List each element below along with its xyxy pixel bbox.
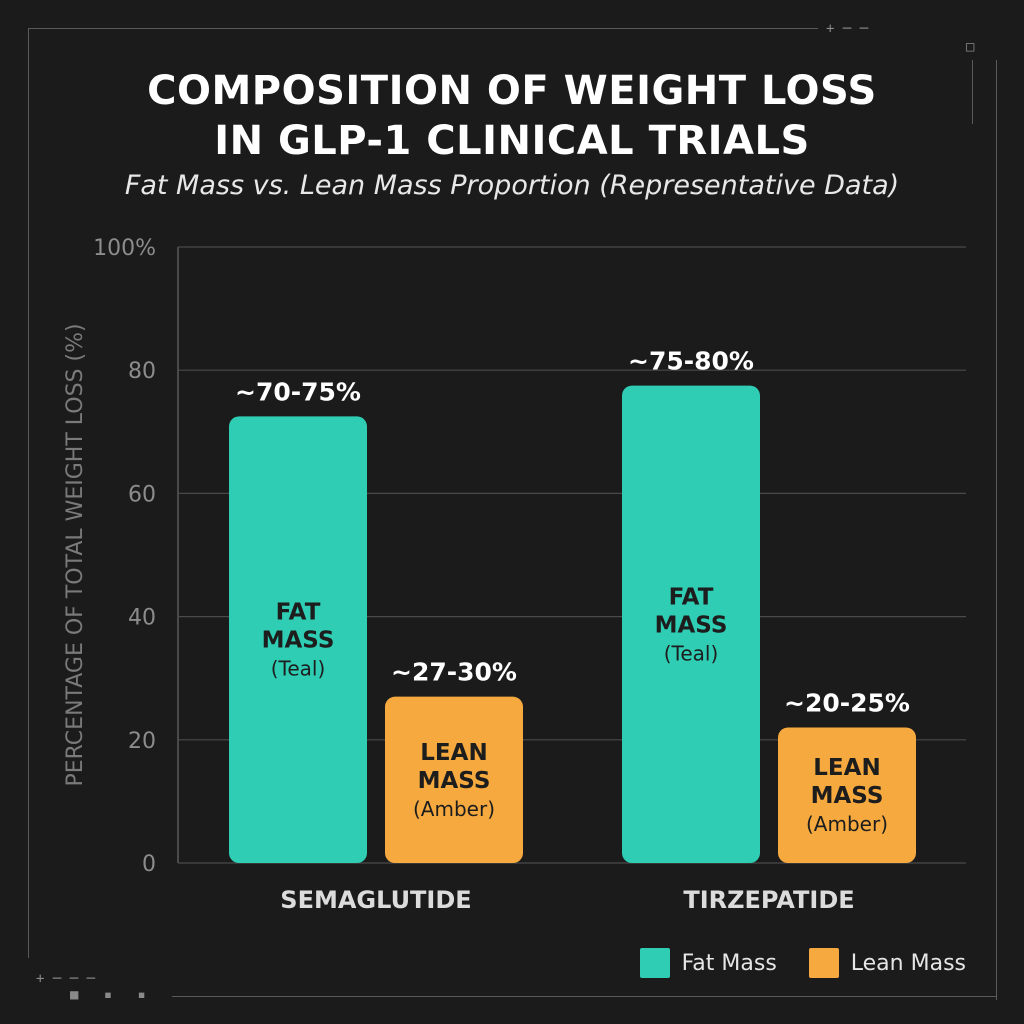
bar-lean-mass-tirzepatide [778, 727, 916, 863]
corner-mark-top-square: □ [966, 39, 975, 55]
bar-inner-label-fat-mass-semaglutide-0: FAT [276, 600, 321, 626]
data-label-fat-mass-tirzepatide: ~75-80% [628, 347, 754, 376]
bar-inner-label-fat-mass-tirzepatide-0: FAT [669, 584, 714, 610]
chart-title: COMPOSITION OF WEIGHT LOSS IN GLP-1 CLIN… [0, 66, 1024, 166]
chart-title-line-1: COMPOSITION OF WEIGHT LOSS [147, 68, 877, 114]
bar-fat-mass-semaglutide [229, 416, 367, 863]
x-tick-label-semaglutide: SEMAGLUTIDE [280, 886, 471, 914]
data-label-lean-mass-tirzepatide: ~20-25% [784, 688, 910, 717]
bar-inner-label-lean-mass-tirzepatide-2: (Amber) [806, 812, 888, 836]
legend-label-lean-mass: Lean Mass [850, 950, 966, 976]
chart-title-line-2: IN GLP-1 CLINICAL TRIALS [214, 118, 810, 164]
x-tick-label-tirzepatide: TIRZEPATIDE [683, 886, 854, 914]
frame-right-line [996, 60, 997, 1000]
corner-mark-bottom-left: + ─ ─ ─ [36, 971, 96, 987]
y-axis-label: PERCENTAGE OF TOTAL WEIGHT LOSS (%) [63, 323, 88, 786]
bar-fat-mass-tirzepatide [622, 385, 760, 863]
legend-label-fat-mass: Fat Mass [681, 950, 777, 976]
legend-swatch-fat-mass [639, 948, 670, 978]
bar-inner-label-fat-mass-semaglutide-1: MASS [262, 628, 335, 654]
legend-item-fat-mass: Fat Mass [639, 948, 777, 978]
frame-accent-line [972, 60, 973, 124]
corner-mark-top-right: + ─ ─ [826, 21, 869, 37]
y-tick-label-60: 60 [128, 482, 156, 507]
bar-inner-label-lean-mass-semaglutide-2: (Amber) [413, 797, 495, 821]
bar-inner-label-fat-mass-semaglutide-2: (Teal) [271, 657, 326, 681]
bar-inner-label-fat-mass-tirzepatide-1: MASS [655, 612, 728, 638]
bar-lean-mass-semaglutide [385, 696, 523, 863]
frame-left-line [28, 28, 29, 958]
y-tick-label-20: 20 [128, 729, 156, 754]
y-tick-label-80: 80 [128, 359, 156, 384]
data-label-lean-mass-semaglutide: ~27-30% [391, 658, 517, 687]
legend-item-lean-mass: Lean Mass [808, 948, 966, 978]
corner-mark-dots: ■ ▪ ▪ [70, 987, 146, 1003]
y-tick-label-100: 100% [93, 236, 156, 261]
bar-inner-label-lean-mass-semaglutide-0: LEAN [420, 740, 487, 766]
legend: Fat Mass Lean Mass [618, 948, 966, 978]
frame-bottom-line [172, 996, 996, 997]
bar-inner-label-lean-mass-tirzepatide-1: MASS [811, 783, 884, 809]
bar-inner-label-lean-mass-semaglutide-1: MASS [418, 768, 491, 794]
y-tick-label-40: 40 [128, 606, 156, 631]
data-label-fat-mass-semaglutide: ~70-75% [235, 377, 361, 406]
bar-inner-label-fat-mass-tirzepatide-2: (Teal) [664, 641, 719, 665]
legend-swatch-lean-mass [808, 948, 839, 978]
bar-inner-label-lean-mass-tirzepatide-0: LEAN [813, 755, 880, 781]
chart-subtitle: Fat Mass vs. Lean Mass Proportion (Repre… [124, 170, 900, 201]
frame-top-line [28, 28, 818, 29]
y-tick-label-0: 0 [142, 852, 156, 877]
